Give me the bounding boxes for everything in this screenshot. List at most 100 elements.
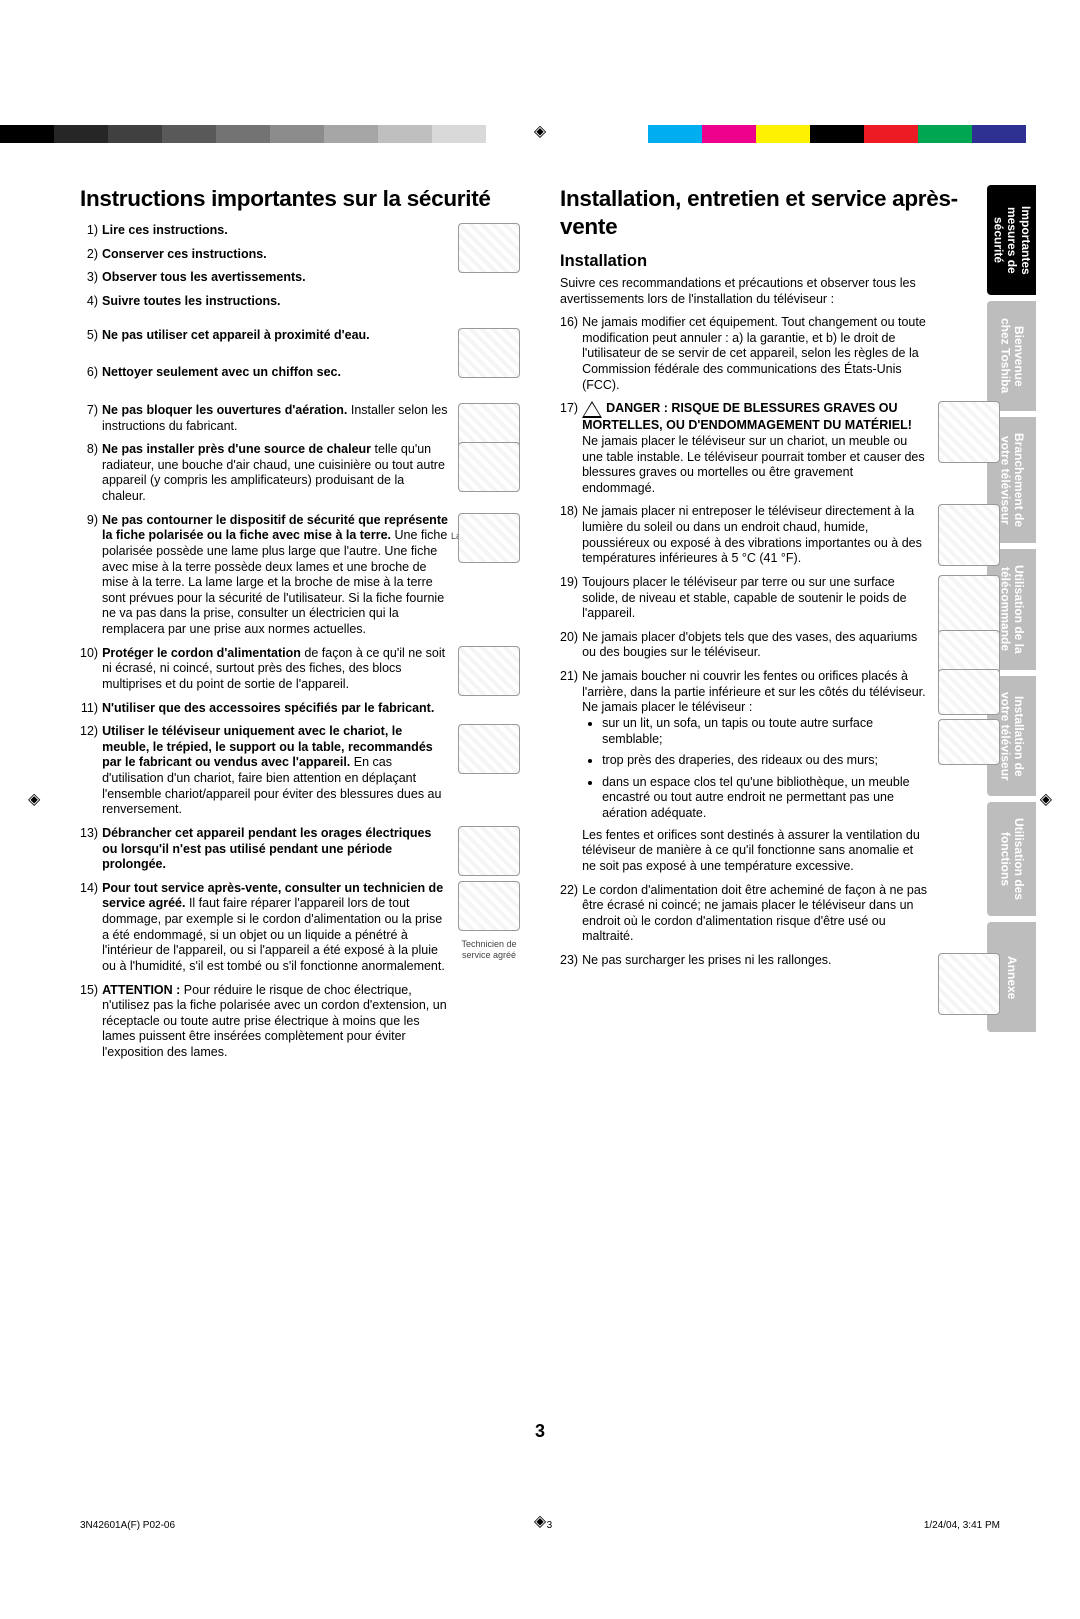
illustration-icon <box>938 669 1000 715</box>
bullet-item: dans un espace clos tel qu'une bibliothè… <box>602 775 928 822</box>
illustration-icon <box>938 504 1000 566</box>
colorbar-segment <box>648 125 702 143</box>
colorbar-segment <box>378 125 432 143</box>
instruction-item: 3)Observer tous les avertissements. <box>80 270 520 286</box>
item-number: 12) <box>80 724 102 740</box>
colorbar-segment <box>1026 125 1080 143</box>
item-bold: Conserver ces instructions. <box>102 247 267 261</box>
page-content: Instructions importantes sur la sécurité… <box>80 185 1000 1069</box>
footer-left: 3N42601A(F) P02-06 <box>80 1520 175 1533</box>
colorbar-segment <box>0 125 54 143</box>
registration-mark-right: ◈ <box>1040 790 1052 810</box>
item-caption: Technicien de service agréé <box>458 939 520 962</box>
item-body: Ne jamais modifier cet équipement. Tout … <box>582 315 1000 393</box>
illustration-icon <box>938 575 1000 637</box>
colorbar-segment <box>540 125 594 143</box>
colorbar-segment <box>324 125 378 143</box>
print-footer: 3N42601A(F) P02-06 3 1/24/04, 3:41 PM <box>80 1520 1000 1533</box>
item-number: 7) <box>80 403 102 419</box>
item-number: 14) <box>80 881 102 897</box>
item-bold: Ne pas bloquer les ouvertures d'aération… <box>102 403 347 417</box>
danger-heading: DANGER : RISQUE DE BLESSURES GRAVES OU M… <box>582 401 912 432</box>
illustration-icon <box>458 442 520 492</box>
item-number: 16) <box>560 315 582 331</box>
instruction-item: 15)ATTENTION : Pour réduire le risque de… <box>80 983 520 1061</box>
illustration-icon <box>458 513 520 563</box>
item-body: Conserver ces instructions. <box>102 247 520 263</box>
colorbar-segment <box>918 125 972 143</box>
right-column: Installation, entretien et service après… <box>560 185 1000 1069</box>
item-bold: Observer tous les avertissements. <box>102 270 306 284</box>
item-body: Observer tous les avertissements. <box>102 270 520 286</box>
item-text: Ne pas surcharger les prises ni les rall… <box>582 953 831 967</box>
item-bold: Nettoyer seulement avec un chiffon sec. <box>102 365 341 379</box>
item-number: 9) <box>80 513 102 529</box>
colorbar-segment <box>108 125 162 143</box>
item-body: Nettoyer seulement avec un chiffon sec. <box>102 365 520 381</box>
item-number: 13) <box>80 826 102 842</box>
installation-item: 20)Ne jamais placer d'objets tels que de… <box>560 630 1000 661</box>
item-bold: Lire ces instructions. <box>102 223 228 237</box>
item-text: Le cordon d'alimentation doit être achem… <box>582 883 927 944</box>
item-rest: Une fiche polarisée possède une lame plu… <box>102 528 447 636</box>
item-number: 21) <box>560 669 582 685</box>
illustration-stack <box>938 669 1000 765</box>
registration-mark-left: ◈ <box>28 790 40 810</box>
page-number: 3 <box>0 1420 1080 1443</box>
item-number: 20) <box>560 630 582 646</box>
installation-item: 16)Ne jamais modifier cet équipement. To… <box>560 315 1000 393</box>
instruction-item: 5)Ne pas utiliser cet appareil à proximi… <box>80 328 520 358</box>
colorbar-segment <box>270 125 324 143</box>
instruction-item: Lame large9)Ne pas contourner le disposi… <box>80 513 520 638</box>
item-number: 6) <box>80 365 102 381</box>
instruction-item: 7)Ne pas bloquer les ouvertures d'aérati… <box>80 403 520 434</box>
instruction-item: 11)N'utiliser que des accessoires spécif… <box>80 701 520 717</box>
installation-item: 17)DANGER : RISQUE DE BLESSURES GRAVES O… <box>560 401 1000 496</box>
item-number: 19) <box>560 575 582 591</box>
illustration-icon <box>938 401 1000 463</box>
item-number: 3) <box>80 270 102 286</box>
colorbar-segment <box>594 125 648 143</box>
instruction-item: 13)Débrancher cet appareil pendant les o… <box>80 826 520 873</box>
instruction-item: 12)Utiliser le téléviseur uniquement ave… <box>80 724 520 818</box>
item-body: ATTENTION : Pour réduire le risque de ch… <box>102 983 520 1061</box>
item-bold: Ne pas utiliser cet appareil à proximité… <box>102 328 370 342</box>
illustration-icon <box>458 724 520 774</box>
illustration-icon <box>938 719 1000 765</box>
item-text: Ne jamais modifier cet équipement. Tout … <box>582 315 926 392</box>
item-bold: Suivre toutes les instructions. <box>102 294 281 308</box>
colorbar-segment <box>810 125 864 143</box>
colorbar-segment <box>486 125 540 143</box>
illustration-icon <box>458 881 520 931</box>
instruction-item: 6)Nettoyer seulement avec un chiffon sec… <box>80 365 520 395</box>
item-bold: N'utiliser que des accessoires spécifiés… <box>102 701 434 715</box>
item-number: 11) <box>80 701 102 717</box>
item-text: Ne jamais placer le téléviseur sur un ch… <box>582 434 925 495</box>
installation-item: 23)Ne pas surcharger les prises ni les r… <box>560 953 1000 969</box>
item-number: 18) <box>560 504 582 520</box>
instruction-item: 10)Protéger le cordon d'alimentation de … <box>80 646 520 693</box>
illustration-icon <box>938 953 1000 1015</box>
colorbar-segment <box>432 125 486 143</box>
item-number: 15) <box>80 983 102 999</box>
left-column: Instructions importantes sur la sécurité… <box>80 185 520 1069</box>
item-number: 22) <box>560 883 582 899</box>
small-code: 0303 <box>560 977 1000 988</box>
item-trail: Les fentes et orifices sont destinés à a… <box>582 828 928 875</box>
item-text: Toujours placer le téléviseur par terre … <box>582 575 907 620</box>
item-number: 8) <box>80 442 102 458</box>
item-body: N'utiliser que des accessoires spécifiés… <box>102 701 520 717</box>
installation-item: 21)Ne jamais boucher ni couvrir les fent… <box>560 669 1000 875</box>
instruction-item: 1)Lire ces instructions. <box>80 223 520 239</box>
item-bold: ATTENTION : <box>102 983 180 997</box>
bullet-list: sur un lit, un sofa, un tapis ou toute a… <box>582 716 928 822</box>
colorbar-segment <box>702 125 756 143</box>
colorbar-segment <box>216 125 270 143</box>
item-number: 2) <box>80 247 102 263</box>
footer-mid: 3 <box>547 1520 553 1533</box>
bullet-item: sur un lit, un sofa, un tapis ou toute a… <box>602 716 928 747</box>
item-bold: Ne pas installer près d'une source de ch… <box>102 442 371 456</box>
colorbar-segment <box>972 125 1026 143</box>
right-intro: Suivre ces recommandations et précaution… <box>560 276 1000 307</box>
bullet-item: trop près des draperies, des rideaux ou … <box>602 753 928 769</box>
